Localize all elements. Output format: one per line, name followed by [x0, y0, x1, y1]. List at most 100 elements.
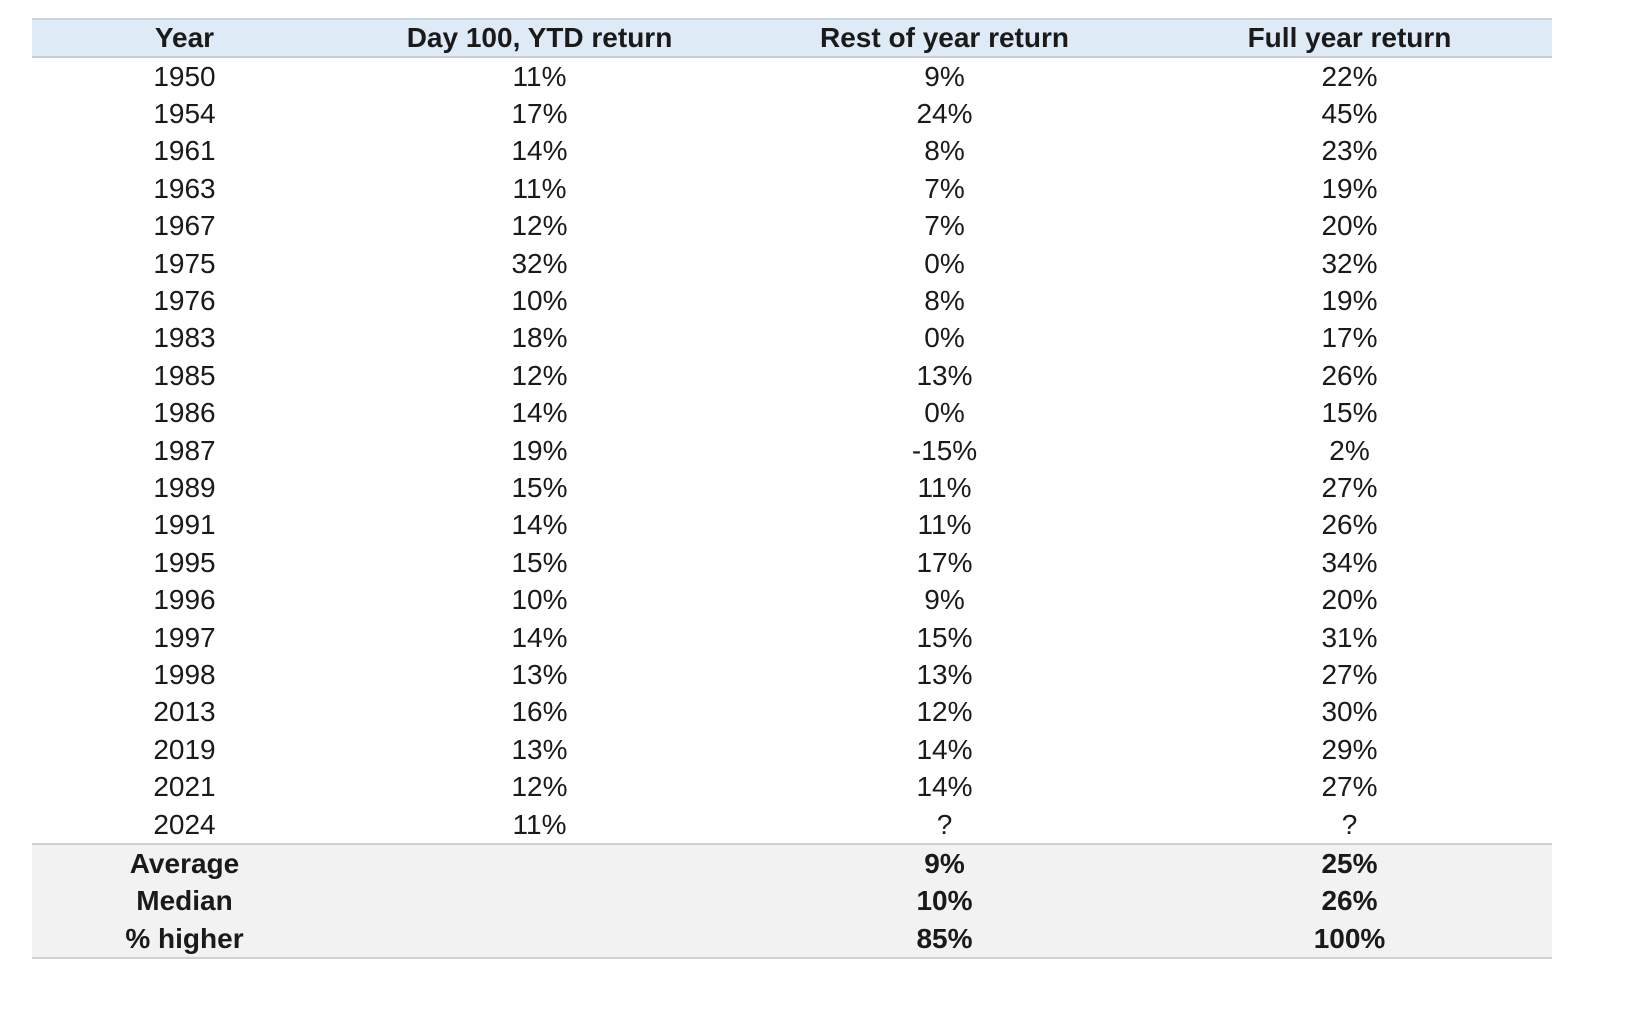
table-row: 1961 14% 8% 23%	[32, 133, 1552, 170]
cell-full-year-return: 19%	[1321, 172, 1378, 204]
cell-day-100-ytd-return: 11%	[512, 60, 567, 92]
cell-rest-of-year-return: 8%	[924, 135, 965, 167]
cell-full-year-return: 20%	[1321, 584, 1378, 616]
cell-year: 1986	[153, 397, 216, 429]
cell-year: 1996	[153, 584, 216, 616]
cell-rest-of-year-return: 14%	[916, 733, 973, 765]
table-row: 1954 17% 24% 45%	[32, 95, 1552, 132]
cell-day-100-ytd-return: 10%	[511, 584, 568, 616]
cell-rest-of-year-return: 11%	[917, 509, 972, 541]
table-row: 1967 12% 7% 20%	[32, 208, 1552, 245]
cell-rest-of-year-return: 13%	[916, 658, 973, 690]
cell-full-year-return: 32%	[1321, 247, 1378, 279]
cell-rest-of-year-return: 14%	[916, 771, 973, 803]
cell-full-year-return: 29%	[1321, 733, 1378, 765]
cell-rest-of-year-return: 9%	[924, 60, 965, 92]
cell-full-year-return: 27%	[1321, 471, 1378, 503]
cell-rest-of-year-return: 13%	[916, 359, 973, 391]
cell-full-year-return: 26%	[1321, 359, 1378, 391]
cell-rest-of-year-return: 7%	[924, 210, 965, 242]
cell-day-100-ytd-return: 12%	[511, 771, 568, 803]
summary-cell-rest-of-year-return: 85%	[916, 922, 973, 954]
cell-day-100-ytd-return: 32%	[511, 247, 568, 279]
cell-full-year-return: 22%	[1321, 60, 1378, 92]
summary-cell-full-year-return: 25%	[1321, 847, 1378, 879]
cell-year: 2013	[153, 696, 216, 728]
summary-cell-full-year-return: 26%	[1321, 885, 1378, 917]
cell-year: 2021	[153, 771, 216, 803]
cell-year: 1961	[153, 135, 216, 167]
cell-full-year-return: 45%	[1321, 98, 1378, 130]
cell-rest-of-year-return: 15%	[916, 621, 973, 653]
cell-year: 1998	[153, 658, 216, 690]
table-row: 2013 16% 12% 30%	[32, 694, 1552, 731]
cell-day-100-ytd-return: 19%	[511, 434, 568, 466]
cell-year: 1991	[153, 509, 216, 541]
cell-full-year-return: 17%	[1321, 322, 1378, 354]
cell-day-100-ytd-return: 15%	[511, 471, 568, 503]
cell-full-year-return: 2%	[1329, 434, 1370, 466]
table-row: 1986 14% 0% 15%	[32, 395, 1552, 432]
cell-day-100-ytd-return: 17%	[511, 98, 568, 130]
table-row: 1989 15% 11% 27%	[32, 469, 1552, 506]
cell-day-100-ytd-return: 10%	[511, 285, 568, 317]
cell-rest-of-year-return: 12%	[916, 696, 973, 728]
table-header-row: Year Day 100, YTD return Rest of year re…	[32, 18, 1552, 58]
cell-year: 1983	[153, 322, 216, 354]
table-row: 2021 12% 14% 27%	[32, 768, 1552, 805]
cell-day-100-ytd-return: 14%	[511, 397, 568, 429]
summary-label: Average	[129, 847, 240, 879]
table-row: 2019 13% 14% 29%	[32, 731, 1552, 768]
cell-year: 1987	[153, 434, 216, 466]
table-row: 1998 13% 13% 27%	[32, 656, 1552, 693]
returns-table: Year Day 100, YTD return Rest of year re…	[32, 18, 1552, 960]
cell-day-100-ytd-return: 12%	[511, 210, 568, 242]
cell-year: 1975	[153, 247, 216, 279]
cell-full-year-return: ?	[1341, 808, 1358, 840]
cell-full-year-return: 23%	[1321, 135, 1378, 167]
cell-full-year-return: 20%	[1321, 210, 1378, 242]
cell-day-100-ytd-return: 14%	[511, 509, 568, 541]
cell-full-year-return: 27%	[1321, 771, 1378, 803]
table-body: 1950 11% 9% 22% 1954 17% 24% 45% 1961 14% 8% 23% 196…	[32, 58, 1552, 843]
cell-year: 1989	[153, 471, 216, 503]
table-row: 1987 19% -15% 2%	[32, 432, 1552, 469]
cell-rest-of-year-return: 24%	[916, 98, 973, 130]
cell-full-year-return: 19%	[1321, 285, 1378, 317]
cell-rest-of-year-return: 11%	[917, 471, 972, 503]
cell-rest-of-year-return: 0%	[924, 397, 965, 429]
cell-rest-of-year-return: 0%	[924, 322, 965, 354]
cell-full-year-return: 31%	[1321, 621, 1378, 653]
cell-year: 1976	[153, 285, 216, 317]
cell-year: 2024	[153, 808, 216, 840]
cell-rest-of-year-return: 8%	[924, 285, 965, 317]
summary-section: Average 9% 25% Median 10% 26% % higher 85% 100%	[32, 843, 1552, 960]
cell-rest-of-year-return: 7%	[924, 172, 965, 204]
table-row: 1975 32% 0% 32%	[32, 245, 1552, 282]
cell-full-year-return: 15%	[1321, 397, 1378, 429]
cell-year: 2019	[153, 733, 216, 765]
cell-year: 1995	[153, 546, 216, 578]
cell-rest-of-year-return: 9%	[924, 584, 965, 616]
column-header-full-year-return: Full year return	[1247, 22, 1452, 53]
cell-full-year-return: 34%	[1321, 546, 1378, 578]
cell-rest-of-year-return: ?	[936, 808, 953, 840]
cell-day-100-ytd-return: 14%	[511, 135, 568, 167]
table-row: 1996 10% 9% 20%	[32, 581, 1552, 618]
table-row: 1985 12% 13% 26%	[32, 357, 1552, 394]
table-row: 1976 10% 8% 19%	[32, 282, 1552, 319]
cell-day-100-ytd-return: 13%	[511, 658, 568, 690]
cell-full-year-return: 30%	[1321, 696, 1378, 728]
summary-row: % higher 85% 100%	[32, 920, 1552, 957]
summary-cell-rest-of-year-return: 9%	[924, 847, 965, 879]
summary-label: Median	[136, 885, 233, 917]
cell-day-100-ytd-return: 18%	[511, 322, 568, 354]
cell-year: 1963	[153, 172, 216, 204]
cell-rest-of-year-return: 17%	[916, 546, 973, 578]
table-row: 1997 14% 15% 31%	[32, 619, 1552, 656]
table-row: 1950 11% 9% 22%	[32, 58, 1552, 95]
cell-day-100-ytd-return: 16%	[511, 696, 568, 728]
summary-row: Average 9% 25%	[32, 845, 1552, 882]
cell-year: 1967	[153, 210, 216, 242]
cell-full-year-return: 26%	[1321, 509, 1378, 541]
